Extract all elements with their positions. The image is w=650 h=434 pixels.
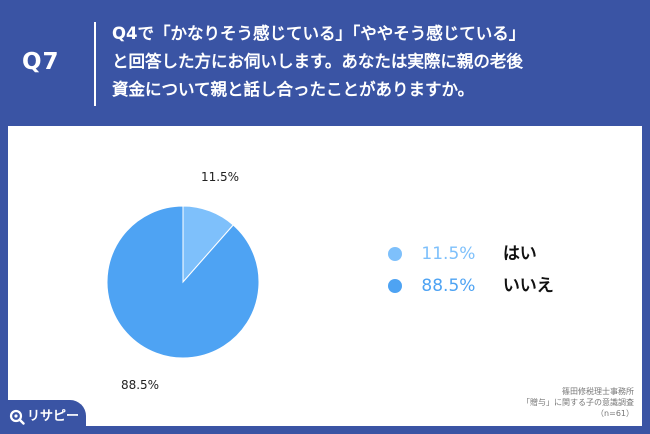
source-line: 「贈与」に関する子の意識調査 (522, 398, 634, 407)
legend-value: 11.5% (421, 244, 476, 264)
question-line: Q4で「かなりそう感じている」「ややそう感じている」 (112, 24, 526, 43)
source-line: （n=61） (596, 409, 634, 418)
question-number: Q7 (22, 49, 60, 75)
question-line: 資金について親と話し合ったことがありますか。 (112, 80, 475, 99)
source-line: 篠田修税理士事務所 (562, 387, 634, 396)
legend-dot (388, 247, 402, 261)
question-line: と回答した方にお伺いします。あなたは実際に親の老後 (112, 52, 523, 71)
pie-data-label: 11.5% (201, 170, 239, 184)
legend-item-yes: 11.5% はい (388, 238, 554, 270)
question-header: Q7 Q4で「かなりそう感じている」「ややそう感じている」 と回答した方にお伺い… (0, 0, 650, 126)
legend-item-no: 88.5% いいえ (388, 270, 554, 302)
legend-value: 88.5% (421, 276, 476, 296)
legend-dot (388, 279, 402, 293)
legend-label: はい (502, 244, 537, 264)
source-note: 篠田修税理士事務所 「贈与」に関する子の意識調査 （n=61） (522, 386, 634, 419)
magnifier-icon (9, 409, 25, 425)
pie-data-label: 88.5% (121, 378, 159, 392)
chart-legend: 11.5% はい 88.5% いいえ (388, 238, 554, 302)
pie-slice-no (106, 205, 260, 359)
header-divider (94, 22, 96, 106)
question-text: Q4で「かなりそう感じている」「ややそう感じている」 と回答した方にお伺いします… (112, 20, 642, 104)
legend-label: いいえ (502, 276, 554, 296)
brand-logo: リサピー (0, 400, 86, 434)
brand-name: リサピー (27, 409, 80, 424)
